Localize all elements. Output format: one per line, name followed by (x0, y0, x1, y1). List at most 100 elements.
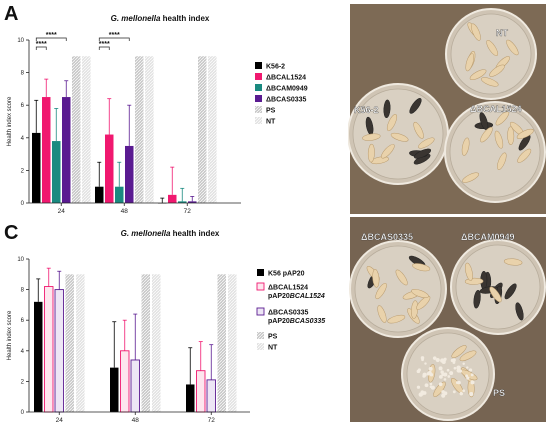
ps-debris (468, 368, 473, 372)
y-tick-label: 10 (17, 38, 24, 44)
bar-1-1 (120, 350, 130, 413)
dish-bcal-larva (497, 152, 507, 170)
ps-debris (443, 358, 447, 362)
chart-a: G. mellonella health index Health index s… (7, 14, 308, 215)
ps-debris (440, 370, 444, 374)
bar-0-0 (32, 132, 41, 203)
dish-nt-larva (486, 40, 499, 56)
dish-ps-larva (459, 350, 477, 362)
chart-title-rest: health index (160, 14, 209, 23)
dish-nt-larva (489, 64, 505, 77)
x-tick-label: 48 (121, 208, 129, 215)
significance-bracket (35, 37, 67, 41)
dish-bcas-larva (416, 295, 431, 310)
legend-label-3: ΔBCAS0335 (266, 97, 307, 104)
ps-debris (441, 393, 446, 398)
bar-1-0 (110, 367, 119, 412)
legend-label-2: ΔBCAM0949 (266, 86, 308, 93)
dish-bcam-larva (473, 290, 481, 309)
dish-ps-inner (406, 332, 490, 416)
bar-1-2 (115, 186, 124, 203)
dish-bcam-larva (503, 258, 523, 266)
legend-swatch-4 (255, 106, 262, 113)
dish-k56-larva (409, 98, 422, 114)
ps-debris (470, 373, 474, 377)
panel-letter-c: C (4, 222, 19, 244)
ps-debris (435, 358, 440, 363)
panel-letter-a: A (4, 3, 19, 25)
legend-label-3: PS (268, 334, 278, 341)
ps-debris (450, 358, 454, 363)
chart-title-rest: health index (170, 229, 219, 238)
ps-debris (438, 382, 443, 387)
x-tick-label: 24 (56, 417, 64, 424)
bar-0-3 (62, 97, 71, 203)
dish-bcal-larva (517, 148, 532, 163)
bar-0-3 (65, 274, 74, 412)
bar-2-5 (208, 56, 217, 203)
y-tick-label: 4 (21, 349, 25, 355)
bar-1-3 (125, 145, 134, 203)
legend-swatch-3 (257, 332, 264, 339)
bar-0-1 (44, 286, 54, 413)
bar-1-4 (135, 56, 144, 203)
legend-label-0: K56-2 (266, 64, 285, 71)
x-tick-label: 72 (208, 417, 216, 424)
ps-debris (422, 374, 426, 378)
chart-title-species: G. mellonella (111, 14, 161, 23)
ps-debris (443, 378, 447, 381)
dish-bcal-larva (480, 127, 493, 143)
bar-2-3 (188, 201, 197, 203)
y-tick-label: 0 (21, 410, 25, 416)
dish-nt-larva (469, 69, 487, 81)
legend-label-0: K56 pAP20 (268, 271, 305, 278)
dish-bcas-larva (387, 314, 406, 324)
ps-debris (429, 382, 433, 386)
ps-debris (428, 366, 433, 371)
bar-2-1 (168, 194, 177, 203)
ps-debris (462, 389, 466, 393)
bar-2-2 (206, 379, 216, 413)
bar-2-3 (217, 274, 226, 412)
ps-debris (438, 375, 443, 379)
dish-k56-larva (390, 132, 409, 142)
ps-debris (421, 358, 424, 362)
significance-label: **** (36, 41, 47, 48)
dish-k56-larva (418, 137, 435, 149)
ps-debris (462, 362, 465, 365)
x-tick-label: 48 (132, 417, 140, 424)
ps-debris (432, 356, 437, 360)
legend-swatch-5 (255, 117, 262, 124)
dish-bcam-larva (515, 302, 524, 321)
bar-2-4 (228, 274, 237, 412)
ps-debris (416, 369, 421, 374)
dish-bcam-larva (464, 262, 473, 281)
bar-1-1 (105, 134, 114, 203)
dish-k56-larva (362, 133, 381, 141)
chart-c: G. mellonella health index Health index s… (7, 229, 325, 424)
bar-1-5 (145, 56, 154, 203)
bar-0-4 (76, 274, 85, 412)
bar-1-2 (130, 359, 140, 413)
legend-label-line2-2: pAP20BCAS0335 (268, 318, 325, 325)
y-tick-label: 10 (17, 257, 24, 263)
y-tick-label: 0 (21, 201, 25, 207)
legend-swatch-2 (255, 84, 262, 91)
legend-label-5: NT (266, 119, 276, 126)
y-tick-label: 6 (21, 103, 25, 109)
legend-swatch-1 (255, 73, 262, 80)
bar-2-0 (186, 384, 195, 412)
larvae-photo: NT K56-2 ΔBCAL1524 ΔBCAS0335 ΔBCAM0949 PS (347, 2, 548, 424)
ps-debris (453, 366, 457, 370)
legend-label-4: PS (266, 108, 276, 115)
y-tick-label: 6 (21, 318, 25, 324)
y-axis-label: Health index score (7, 310, 13, 360)
dish-bcal-larva (462, 172, 480, 183)
y-tick-label: 4 (21, 136, 25, 142)
bar-1-4 (152, 274, 161, 412)
legend-swatch-3 (255, 95, 262, 102)
y-tick-label: 2 (21, 379, 25, 385)
ps-debris (422, 391, 427, 395)
photo-label-k56: K56-2 (354, 105, 379, 115)
ps-debris (416, 385, 421, 389)
